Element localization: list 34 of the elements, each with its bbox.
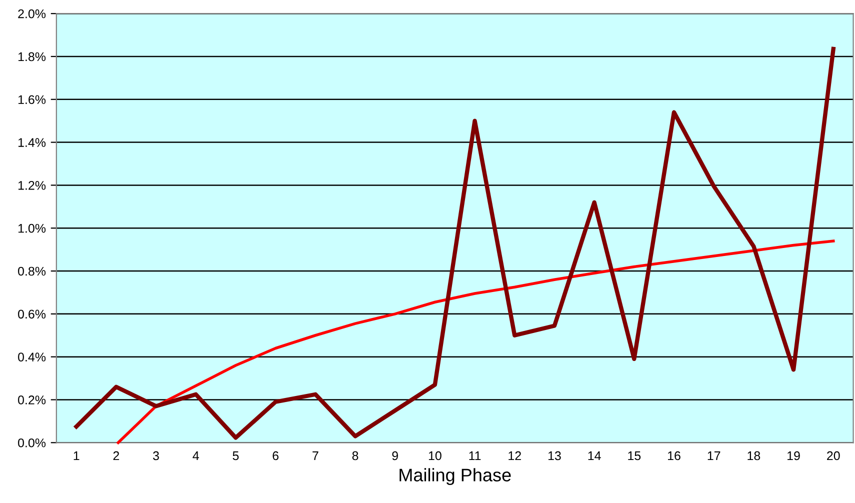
- y-tick-label: 0.8%: [18, 266, 46, 276]
- x-tick-label: 13: [548, 451, 561, 460]
- x-tick-label: 4: [192, 451, 199, 460]
- y-tick-label: 0.2%: [18, 396, 46, 404]
- x-tick-label: 3: [153, 451, 159, 460]
- x-axis-title: Mailing Phase: [400, 468, 511, 486]
- x-tick-label: 8: [352, 451, 358, 460]
- x-tick-label: 11: [469, 451, 481, 460]
- y-tick-label: 1.2%: [18, 181, 46, 190]
- y-tick-label: 0.6%: [18, 310, 46, 319]
- line-series: [74, 46, 836, 440]
- x-tick-label: 10: [428, 451, 442, 460]
- x-tick-label: 9: [392, 451, 398, 460]
- x-tick-label: 19: [788, 451, 800, 460]
- x-tick-label: 6: [272, 451, 278, 460]
- x-tick-label: 15: [628, 451, 641, 460]
- line-series: [116, 240, 835, 444]
- y-tick-label: 1.8%: [18, 52, 46, 62]
- x-tick-label: 2: [113, 451, 120, 460]
- x-tick-label: 7: [312, 451, 318, 460]
- y-tick-label: 2.0%: [18, 9, 46, 18]
- x-tick-label: 1: [74, 451, 80, 460]
- x-tick-label: 20: [827, 451, 840, 460]
- x-tick-label: 16: [668, 451, 680, 460]
- x-tick-label: 12: [508, 451, 521, 460]
- y-tick-label: 1.0%: [18, 224, 46, 233]
- x-tick-label: 5: [232, 451, 239, 460]
- x-tick-label: 17: [708, 451, 720, 460]
- x-tick-label: 14: [588, 451, 601, 460]
- y-tick-label: 1.6%: [18, 95, 46, 104]
- x-tick-label: 18: [748, 451, 760, 460]
- y-tick-label: 0.4%: [18, 352, 46, 362]
- y-tick-label: 1.4%: [18, 138, 46, 147]
- y-tick-label: 0.0%: [18, 438, 46, 448]
